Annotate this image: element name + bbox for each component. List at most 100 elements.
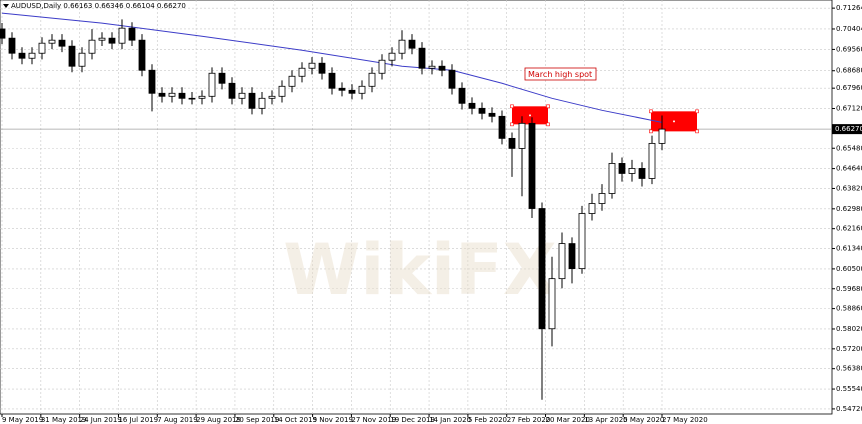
x-tick-label: 31 May 2019 xyxy=(41,416,87,424)
candle-body xyxy=(268,95,276,99)
x-tick-label: 27 Feb 2020 xyxy=(507,416,551,424)
candle-body xyxy=(188,97,196,100)
candle-body xyxy=(588,203,596,214)
candle-body xyxy=(528,122,536,209)
candle-body xyxy=(538,208,546,330)
zone-handle xyxy=(510,104,514,109)
x-tick-label: 5 May 2020 xyxy=(623,416,664,424)
candle-body xyxy=(128,27,136,41)
plot-frame xyxy=(0,0,833,415)
watermark: WikiFX xyxy=(283,229,557,311)
candle-body xyxy=(228,82,236,99)
candle-body xyxy=(338,87,346,91)
y-tick-label: 0.54720 xyxy=(836,405,862,413)
candle-body xyxy=(558,243,566,280)
candle-body xyxy=(0,28,6,39)
candle-body xyxy=(428,65,436,69)
candle-body xyxy=(178,92,186,99)
zone-handle xyxy=(546,122,550,127)
x-tick-label: 27 May 2020 xyxy=(662,416,708,424)
candle-body xyxy=(198,95,206,99)
candle-body xyxy=(258,97,266,109)
candle-body xyxy=(638,168,646,179)
candle-body xyxy=(548,278,556,330)
candle-body xyxy=(658,128,666,144)
x-tick-label: 14 Oct 2019 xyxy=(274,416,317,424)
candle-body xyxy=(318,62,326,74)
zone-center xyxy=(529,114,531,117)
x-tick-label: 9 May 2019 xyxy=(2,416,43,424)
candle-body xyxy=(218,72,226,84)
candle-body xyxy=(98,37,106,41)
zone-handle xyxy=(695,129,699,134)
x-tick-label: 20 Sep 2019 xyxy=(235,416,279,424)
candle-body xyxy=(628,168,636,174)
candle-body xyxy=(448,69,456,89)
x-tick-label: 5 Nov 2019 xyxy=(313,416,353,424)
zone-handle xyxy=(510,122,514,127)
y-tick-label: 0.70404 xyxy=(836,25,862,33)
candle-body xyxy=(508,137,516,149)
annotation-box xyxy=(524,67,597,81)
x-tick-label: 27 Nov 2019 xyxy=(351,416,396,424)
candle-body xyxy=(48,39,56,44)
candle-body xyxy=(348,89,356,94)
candle-body xyxy=(158,92,166,97)
candle-body xyxy=(18,52,26,59)
current-price-box xyxy=(832,124,862,135)
candle-body xyxy=(8,37,16,54)
candle-body xyxy=(308,62,316,69)
candle-body xyxy=(578,213,586,270)
zone-handle xyxy=(649,109,653,114)
candle-body xyxy=(58,39,66,47)
candle-body xyxy=(568,243,576,270)
zone-handle xyxy=(546,104,550,109)
candle-body xyxy=(88,39,96,54)
candle-body xyxy=(518,122,526,149)
candle-body xyxy=(618,163,626,174)
candle-body xyxy=(248,92,256,109)
x-tick-label: 14 Jan 2020 xyxy=(429,416,471,424)
x-tick-label: 24 Jun 2019 xyxy=(80,416,122,424)
x-tick-label: 16 Jul 2019 xyxy=(118,416,158,424)
candle-body xyxy=(478,107,486,114)
candle-body xyxy=(608,163,616,194)
candle-body xyxy=(38,42,46,54)
candle-body xyxy=(388,52,396,61)
candle-body xyxy=(398,39,406,54)
candle-body xyxy=(68,45,76,67)
x-tick-label: 19 Dec 2019 xyxy=(390,416,435,424)
x-tick-label: 20 Mar 2020 xyxy=(546,416,590,424)
candle-body xyxy=(358,85,366,94)
candle-body xyxy=(648,142,656,179)
y-tick-label: 0.71264 xyxy=(836,4,862,12)
candle-body xyxy=(28,52,36,59)
zone-center xyxy=(673,120,675,123)
x-tick-label: 29 Aug 2019 xyxy=(196,416,241,424)
candle-body xyxy=(408,39,416,49)
candle-body xyxy=(378,59,386,74)
candle-body xyxy=(438,65,446,71)
candle-body xyxy=(328,72,336,89)
candle-body xyxy=(458,87,466,104)
chart-header: AUDUSD,Daily 0.66163 0.66346 0.66104 0.6… xyxy=(11,2,186,10)
x-tick-label: 7 Aug 2019 xyxy=(157,416,197,424)
candle-body xyxy=(298,67,306,77)
current-price-label: 0.66270 xyxy=(835,125,862,133)
candle-body xyxy=(288,75,296,87)
zone-handle xyxy=(649,129,653,134)
candle-body xyxy=(168,92,176,97)
